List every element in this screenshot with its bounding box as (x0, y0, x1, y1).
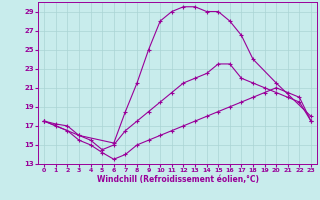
X-axis label: Windchill (Refroidissement éolien,°C): Windchill (Refroidissement éolien,°C) (97, 175, 259, 184)
